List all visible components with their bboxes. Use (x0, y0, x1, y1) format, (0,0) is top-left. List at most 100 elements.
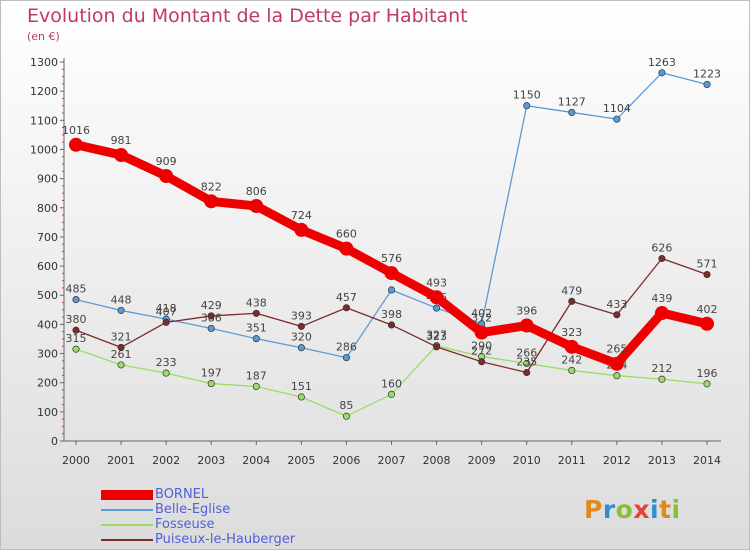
x-tick-label: 2002 (152, 454, 180, 467)
legend-swatch (101, 509, 153, 511)
legend-swatch (101, 539, 153, 541)
y-tick-label: 1300 (30, 56, 58, 69)
data-label-bornel: 981 (111, 134, 132, 147)
data-point-bornel (700, 316, 714, 331)
data-point-puiseux-le-hauberger (613, 311, 621, 319)
data-label-puiseux-le-hauberger: 323 (426, 330, 447, 343)
data-label-bornel: 439 (651, 292, 672, 305)
data-point-puiseux-le-hauberger (72, 326, 80, 334)
data-point-fosseuse (703, 380, 711, 388)
data-label-fosseuse: 212 (651, 362, 672, 375)
data-point-bornel (249, 199, 264, 214)
data-point-puiseux-le-hauberger (342, 304, 350, 312)
legend-label: BORNEL (155, 487, 209, 502)
data-label-bornel: 396 (516, 305, 537, 318)
data-label-fosseuse: 327 (426, 329, 447, 342)
data-label-fosseuse: 160 (381, 377, 402, 390)
data-label-bornel: 806 (246, 185, 267, 198)
data-label-fosseuse: 315 (66, 332, 87, 345)
data-label-belle-eglise: 1104 (603, 102, 631, 115)
data-point-belle-eglise (613, 115, 621, 123)
data-label-fosseuse: 233 (156, 356, 177, 369)
data-point-bornel (159, 168, 174, 183)
x-tick-label: 2005 (287, 454, 315, 467)
y-tick-label: 200 (37, 377, 58, 390)
data-label-bornel: 724 (291, 209, 312, 222)
data-point-fosseuse (342, 412, 350, 420)
data-label-puiseux-le-hauberger: 438 (246, 296, 267, 309)
data-point-fosseuse (613, 372, 621, 380)
data-label-belle-eglise: 402 (471, 307, 492, 320)
y-tick-label: 1100 (30, 114, 58, 127)
data-point-fosseuse (207, 380, 215, 388)
x-tick-label: 2001 (107, 454, 135, 467)
legend-label: Belle-Eglise (155, 502, 231, 517)
legend-swatch (101, 524, 153, 526)
y-tick-label: 0 (51, 435, 58, 448)
legend-label: Fosseuse (155, 517, 215, 532)
y-tick-label: 800 (37, 202, 58, 215)
data-point-puiseux-le-hauberger (433, 343, 441, 351)
data-point-puiseux-le-hauberger (523, 368, 531, 377)
chart-unit-label: (en €) (27, 30, 60, 43)
data-point-belle-eglise (297, 344, 305, 352)
data-point-belle-eglise (72, 296, 80, 304)
y-tick-label: 400 (37, 318, 58, 331)
x-tick-label: 2003 (197, 454, 225, 467)
data-point-puiseux-le-hauberger (117, 343, 125, 351)
data-label-belle-eglise: 1223 (693, 67, 721, 80)
data-label-fosseuse: 187 (246, 369, 267, 382)
proxiti-logo: Proxiti (584, 495, 681, 524)
data-point-belle-eglise (568, 108, 576, 116)
y-tick-label: 300 (37, 348, 58, 361)
data-point-bornel (204, 194, 219, 209)
data-point-puiseux-le-hauberger (387, 321, 396, 329)
data-label-puiseux-le-hauberger: 479 (561, 284, 582, 297)
y-tick-label: 100 (37, 406, 58, 419)
data-label-fosseuse: 196 (697, 367, 718, 380)
data-point-bornel (429, 290, 444, 305)
data-point-fosseuse (297, 393, 305, 401)
y-tick-label: 600 (37, 260, 58, 273)
data-point-puiseux-le-hauberger (703, 270, 711, 279)
data-point-fosseuse (387, 390, 396, 398)
data-point-bornel (384, 266, 399, 281)
data-label-bornel: 822 (201, 180, 222, 193)
data-label-belle-eglise: 286 (336, 341, 357, 354)
data-point-bornel (69, 137, 83, 152)
y-tick-label: 500 (37, 289, 58, 302)
data-label-puiseux-le-hauberger: 626 (651, 241, 672, 254)
data-point-fosseuse (658, 375, 666, 383)
data-point-bornel (474, 325, 489, 340)
data-point-belle-eglise (433, 304, 441, 312)
data-point-belle-eglise (207, 324, 215, 333)
data-label-fosseuse: 85 (339, 399, 353, 412)
data-label-belle-eglise: 418 (156, 302, 177, 315)
data-point-puiseux-le-hauberger (162, 318, 170, 326)
x-tick-label: 2007 (378, 454, 406, 467)
data-point-fosseuse (252, 382, 260, 391)
data-point-bornel (339, 241, 354, 256)
data-label-puiseux-le-hauberger: 457 (336, 291, 357, 304)
x-tick-label: 2012 (603, 454, 631, 467)
x-tick-label: 2010 (513, 454, 541, 467)
data-label-bornel: 323 (561, 326, 582, 339)
data-label-bornel: 660 (336, 228, 357, 241)
data-point-bornel (114, 148, 129, 163)
data-point-fosseuse (72, 345, 80, 353)
chart-title: Evolution du Montant de la Dette par Hab… (27, 5, 468, 27)
data-label-fosseuse: 197 (201, 367, 222, 380)
data-point-belle-eglise (658, 69, 666, 77)
data-label-puiseux-le-hauberger: 433 (606, 298, 627, 311)
x-tick-label: 2006 (332, 454, 360, 467)
data-label-bornel: 493 (426, 276, 447, 289)
data-label-bornel: 576 (381, 252, 402, 265)
legend-label: Puiseux-le-Hauberger (155, 532, 296, 547)
data-point-fosseuse (162, 369, 170, 377)
data-label-belle-eglise: 1150 (513, 89, 541, 102)
data-label-puiseux-le-hauberger: 398 (381, 308, 402, 321)
data-point-fosseuse (117, 361, 125, 369)
data-label-belle-eglise: 1263 (648, 56, 676, 69)
